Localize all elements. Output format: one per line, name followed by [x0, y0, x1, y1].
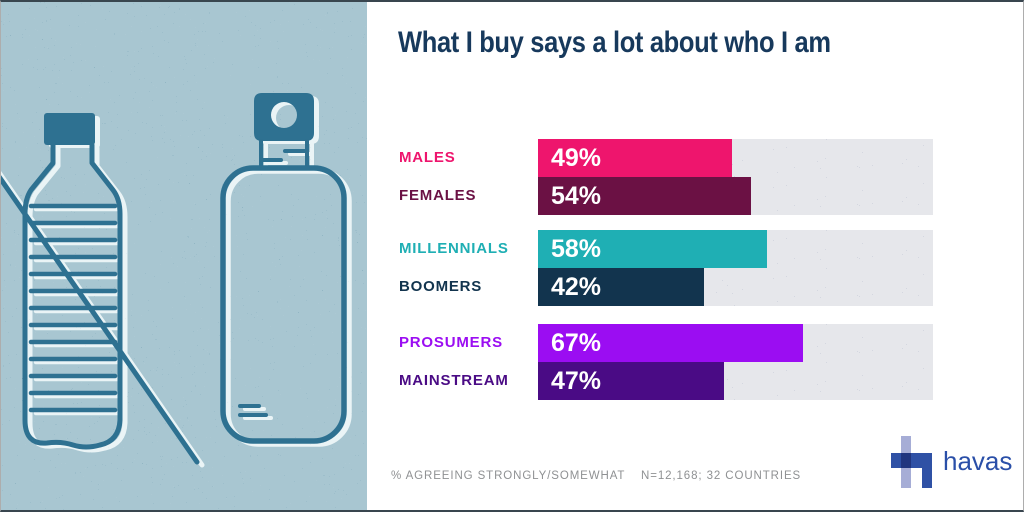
bar-track: 67% — [538, 324, 933, 362]
speckle-texture — [1, 2, 367, 510]
bar-value: 42% — [551, 273, 602, 301]
bar-label: FEMALES — [399, 187, 477, 204]
chart-footnote: % AGREEING STRONGLY/SOMEWHAT — [391, 470, 626, 482]
bar-value: 47% — [551, 367, 602, 395]
bar-label: BOOMERS — [399, 278, 483, 295]
bar-track: 49% — [538, 139, 933, 177]
havas-wordmark: havas — [943, 446, 1013, 476]
bar-track: 42% — [538, 268, 933, 306]
bar-value: 49% — [551, 144, 602, 172]
bar-label: MALES — [399, 149, 456, 166]
havas-h-icon — [891, 436, 932, 488]
bar-value: 54% — [551, 182, 602, 210]
bar-track: 58% — [538, 230, 933, 268]
sample-size-note: N=12,168; 32 COUNTRIES — [641, 470, 802, 482]
bar-track: 47% — [538, 362, 933, 400]
bar: 47% — [538, 362, 724, 400]
bar-value: 58% — [551, 235, 602, 263]
bar-label: PROSUMERS — [399, 334, 503, 351]
bar-label: MILLENNIALS — [399, 240, 509, 257]
page-title: What I buy says a lot about who I am — [398, 26, 831, 59]
bar-value: 67% — [551, 329, 602, 357]
bar-label: MAINSTREAM — [399, 372, 509, 389]
bar: 58% — [538, 230, 768, 268]
bar-track: 54% — [538, 177, 933, 215]
bar: 54% — [538, 177, 752, 215]
bottles-illustration — [1, 2, 367, 510]
bar: 67% — [538, 324, 803, 362]
bar: 49% — [538, 139, 732, 177]
bar: 42% — [538, 268, 704, 306]
